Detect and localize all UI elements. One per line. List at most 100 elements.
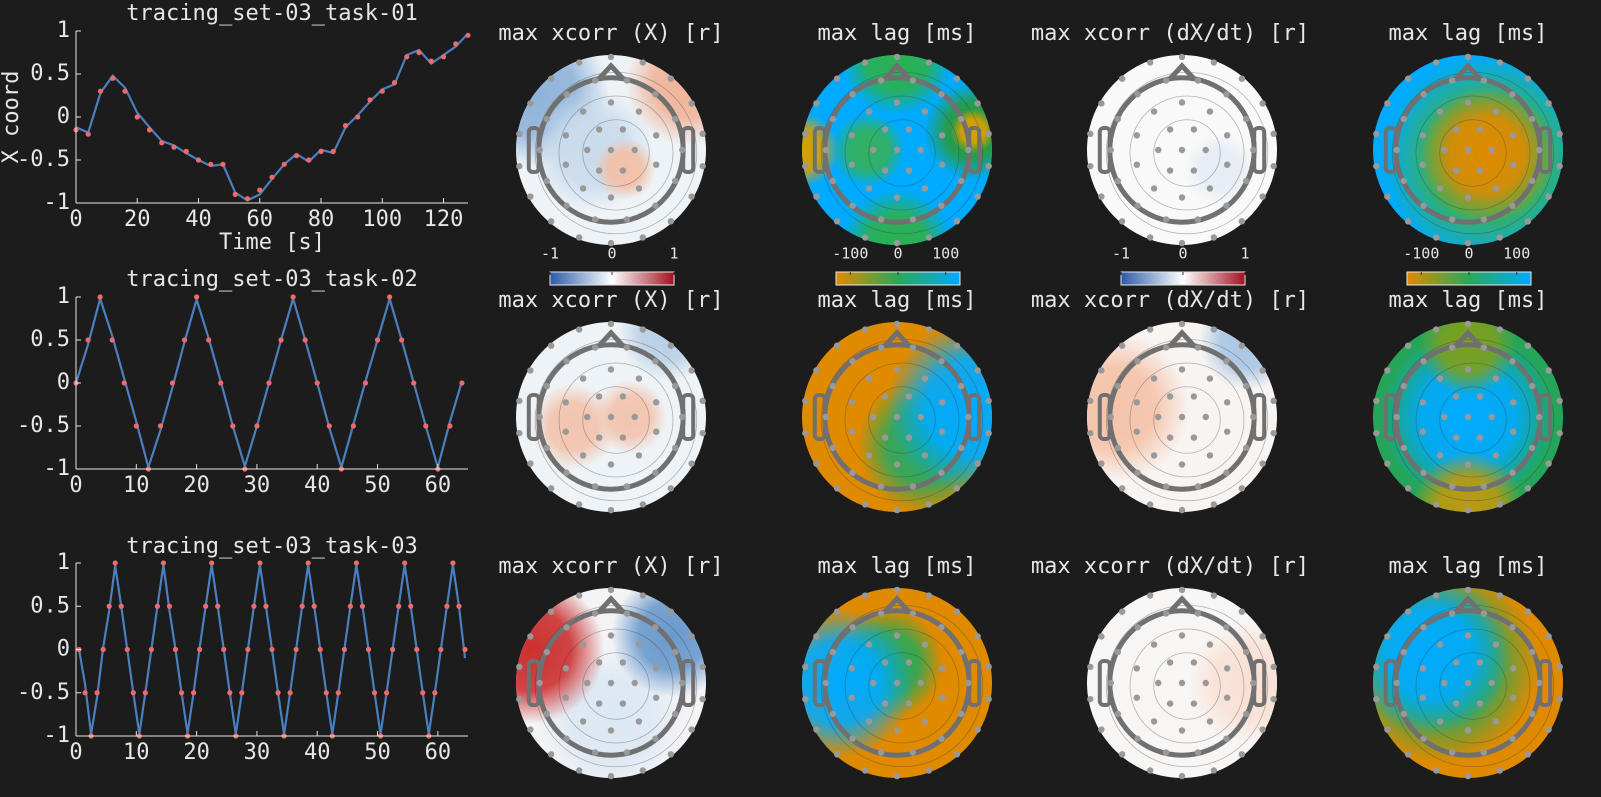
- electrode: [985, 429, 992, 437]
- electrode: [652, 735, 659, 742]
- electrode: [848, 665, 856, 672]
- electrode: [881, 126, 889, 133]
- electrode: [631, 413, 638, 421]
- target-dot: [220, 161, 226, 167]
- electrode: [1448, 483, 1456, 490]
- electrode: [1464, 632, 1472, 639]
- electrode: [1190, 659, 1198, 666]
- electrode: [1373, 130, 1380, 138]
- electrode: [905, 700, 913, 707]
- electrode: [607, 461, 615, 468]
- electrode: [1206, 641, 1214, 648]
- electrode: [1464, 461, 1472, 468]
- electrode: [802, 130, 809, 138]
- electrode: [881, 434, 889, 441]
- electrode: [1496, 59, 1504, 66]
- target-dot: [390, 646, 396, 653]
- electrode: [957, 382, 965, 390]
- electrode: [1536, 679, 1543, 687]
- map-blob: [886, 322, 992, 494]
- colorbar-tick-label: -100: [832, 245, 868, 263]
- electrode: [671, 444, 679, 452]
- chart-title: tracing_set-03_task-02: [126, 267, 417, 292]
- contour: [582, 652, 650, 720]
- electrode: [516, 130, 523, 138]
- electrode: [527, 460, 534, 467]
- target-dot: [97, 88, 104, 94]
- electrode: [1452, 434, 1460, 441]
- electrode: [699, 695, 706, 703]
- electrode: [1464, 146, 1472, 154]
- electrode: [1420, 735, 1427, 742]
- map-title: max lag [ms]: [818, 554, 977, 579]
- target-dot: [275, 690, 281, 696]
- electrode: [595, 700, 603, 707]
- electrode: [631, 679, 638, 687]
- electrode: [1114, 177, 1122, 185]
- electrode: [699, 397, 706, 405]
- electrode: [688, 633, 695, 640]
- electrode: [974, 633, 981, 640]
- map-blob: [1087, 333, 1190, 482]
- electrode: [985, 397, 992, 405]
- map-blob: [1182, 131, 1258, 207]
- electrode: [688, 367, 695, 374]
- electrode: [1242, 382, 1250, 390]
- electrode: [925, 767, 933, 774]
- electrode: [1098, 367, 1105, 374]
- electrode: [639, 592, 647, 599]
- target-dot: [453, 41, 459, 47]
- map-blob: [1373, 588, 1511, 735]
- electrode: [938, 428, 946, 435]
- contour: [1129, 628, 1245, 744]
- electrode: [1223, 694, 1231, 701]
- x-tick-label: 20: [183, 473, 210, 498]
- nose: [883, 62, 911, 81]
- electrode: [575, 501, 583, 508]
- electrode: [1259, 367, 1266, 374]
- target-dot: [387, 294, 393, 300]
- target-dot: [317, 646, 323, 653]
- electrode: [1404, 75, 1412, 82]
- electrode: [1432, 767, 1440, 774]
- electrode: [536, 679, 543, 687]
- electrode: [591, 77, 599, 84]
- electrode: [607, 772, 615, 780]
- electrode: [1488, 413, 1495, 421]
- y-tick-label: 1: [57, 284, 70, 309]
- electrode: [1162, 483, 1170, 490]
- electrode: [1133, 132, 1141, 139]
- electrode: [1223, 358, 1230, 365]
- electrode: [849, 469, 856, 476]
- electrode: [1178, 461, 1186, 468]
- electrode: [953, 218, 961, 225]
- electrode: [1242, 177, 1250, 185]
- electrode: [865, 718, 873, 725]
- target-dot: [124, 646, 130, 653]
- electrode: [1524, 342, 1532, 349]
- target-dot: [206, 337, 212, 343]
- colorbar-tick-label: 1: [669, 245, 678, 263]
- electrode: [965, 146, 972, 154]
- electrode: [547, 485, 555, 492]
- electrode: [1178, 506, 1186, 514]
- electrode: [1118, 485, 1126, 492]
- target-dot: [359, 603, 366, 609]
- electrode: [1419, 399, 1427, 406]
- electrode: [1206, 108, 1214, 115]
- electrode: [1114, 382, 1122, 390]
- target-dot: [134, 114, 140, 120]
- colorbar-tick-label: 100: [1503, 245, 1530, 263]
- electrode: [917, 413, 924, 421]
- target-dot: [232, 191, 238, 197]
- electrode: [1545, 100, 1552, 107]
- electrode: [1223, 624, 1230, 631]
- target-dot: [408, 603, 414, 609]
- electrode: [591, 483, 599, 490]
- electrode: [1492, 718, 1500, 725]
- electrode: [813, 367, 820, 374]
- electrode: [607, 146, 615, 154]
- electrode: [1436, 375, 1444, 382]
- electrode: [635, 718, 643, 725]
- electrode: [829, 382, 837, 390]
